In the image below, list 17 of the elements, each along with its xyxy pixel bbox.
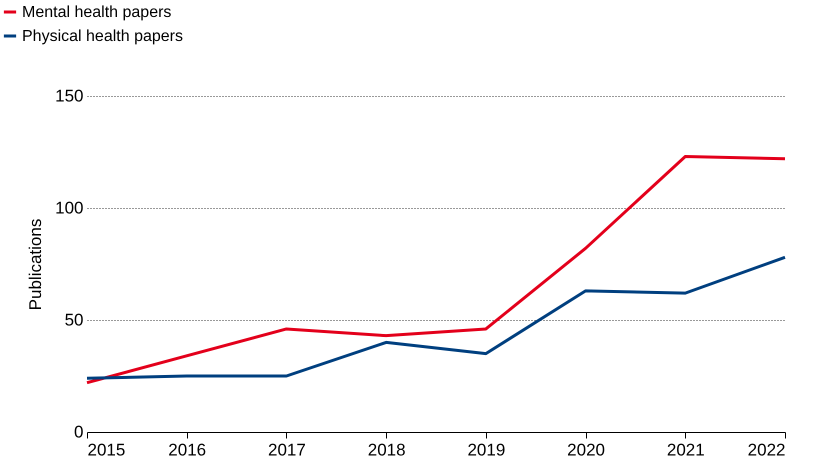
x-tick-label: 2021	[666, 440, 705, 460]
y-tick-label: 100	[55, 198, 84, 218]
legend-label: Mental health papers	[22, 4, 172, 21]
y-tick-label: 150	[55, 86, 84, 106]
line-series	[86, 256, 786, 380]
legend-label: Physical health papers	[22, 28, 183, 45]
x-tick-label: 2015	[88, 440, 126, 460]
line-series	[86, 154, 786, 384]
y-tick-label: 0	[74, 422, 84, 442]
x-tick-label: 2016	[168, 440, 206, 460]
x-tick-label: 2019	[467, 440, 506, 460]
x-tick-label: 2018	[368, 440, 406, 460]
x-tick-label: 2020	[567, 440, 605, 460]
y-tick-label: 50	[64, 310, 84, 330]
x-tick-label: 2017	[268, 440, 306, 460]
x-tick-label: 2022	[748, 440, 786, 460]
y-axis-title: Publications	[26, 218, 46, 310]
